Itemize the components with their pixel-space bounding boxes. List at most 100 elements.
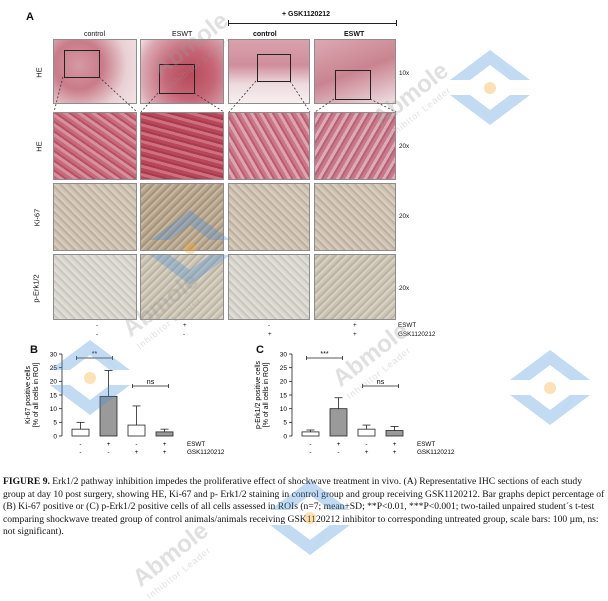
y-tick-label: 5 [53,420,57,427]
y-axis-label-unit: [% of all cells in ROI] [33,363,40,428]
y-tick-label: 30 [280,351,288,358]
gsk-mark: + [135,449,139,456]
caption-title: FIGURE 9. [3,476,50,487]
he-20x-eswt [140,112,224,180]
mark-gsk-1: - [96,331,99,338]
bar-eswt [99,395,118,437]
bar-gsk1120212 [127,424,146,437]
col-header-control-1: control [84,31,106,38]
mark-gsk-4: + [353,331,357,338]
y-axis-label: Ki-67 positive cells [25,366,32,424]
mark-eswt-1: - [96,322,99,329]
magnification-20x-ki67: 20x [399,213,410,220]
gsk-mark: - [107,449,109,456]
ki67-gsk-control [228,183,310,251]
caption-text: Erk1/2 pathway inhibition impedes the pr… [3,476,605,538]
col-header-control-2: control [253,31,277,38]
y-axis-label-unit: [% of all cells in ROI] [263,363,270,428]
zoom-connectors [53,76,397,113]
significance-label: ns [377,379,385,386]
magnification-10x: 10x [399,70,410,77]
y-tick-label: 25 [280,365,288,372]
eswt-mark: - [309,441,311,448]
gsk-row-label: GSK1120212 [187,449,225,456]
panel-c-label: C [256,344,264,356]
panel-a-label: A [26,11,34,23]
y-tick-label: 5 [283,420,287,427]
he-20x-gsk-eswt [314,112,396,180]
mark-gsk-3: + [268,331,272,338]
eswt-mark: + [163,441,167,448]
he-20x-control [53,112,137,180]
col-header-eswt-1: ESWT [172,31,193,38]
bar-eswt-gsk1120212 [385,430,404,437]
mark-eswt-4: + [353,322,357,329]
gsk-bracket-right-tick [396,20,397,26]
gsk-bracket-line [228,23,396,24]
y-tick-label: 20 [50,379,58,386]
bar-control [71,428,90,437]
ki67-control [53,183,137,251]
figure-caption: FIGURE 9. Erk1/2 pathway inhibition impe… [3,476,605,539]
ki67-eswt [140,183,224,251]
y-tick-label: 15 [50,392,58,399]
gsk-mark: + [163,449,167,456]
row-label-he-20x: HE [34,141,44,152]
roi-box [159,64,195,94]
gsk-mark: + [365,449,369,456]
he-10x-eswt [140,39,224,104]
ki67-gsk-eswt [314,183,396,251]
mark-gsk-2: - [183,331,186,338]
gsk-row-label: GSK1120212 [417,449,455,456]
eswt-mark: + [337,441,341,448]
bar-eswt-gsk1120212 [155,431,174,437]
gsk-mark: - [79,449,81,456]
magnification-20x-perk: 20x [399,285,410,292]
eswt-mark: - [135,441,137,448]
significance-label: ns [147,379,155,386]
bar-control [301,431,320,437]
gsk-mark: + [393,449,397,456]
row-label-ki67: Ki-67 [32,208,42,227]
eswt-row-label: ESWT [417,441,435,448]
mark-eswt-2: + [183,322,187,329]
roi-box [257,54,291,82]
y-tick-label: 10 [50,406,58,413]
eswt-row-label-a: ESWT [398,322,417,329]
bar-gsk1120212 [357,428,376,437]
y-tick-label: 15 [280,392,288,399]
he-10x-gsk-control [228,39,310,104]
chart-b-ki67: Ki-67 positive cells [% of all cells in R… [25,351,225,456]
roi-box [64,50,100,78]
significance-label: ** [92,351,98,358]
gsk-header: + GSK1120212 [282,11,331,18]
y-tick-label: 0 [283,433,287,440]
magnification-20x-he: 20x [399,143,410,150]
gsk-mark: - [309,449,311,456]
y-tick-label: 20 [280,379,288,386]
abmole-watermark-logo [500,340,600,440]
row-label-perk: p-Erk1/2 [31,274,41,303]
y-tick-label: 0 [53,433,57,440]
y-axis-label: p-Erk1/2 positive cells [255,360,262,429]
chart-c-perk: p-Erk1/2 positive cells [% of all cells i… [255,351,455,456]
y-tick-label: 30 [50,351,58,358]
bar-eswt [329,408,348,437]
gsk-mark: - [337,449,339,456]
y-tick-label: 25 [50,365,58,372]
eswt-mark: + [393,441,397,448]
y-tick-label: 10 [280,406,288,413]
he-20x-gsk-control [228,112,310,180]
eswt-mark: + [107,441,111,448]
perk-control [53,254,137,320]
perk-eswt [140,254,224,320]
eswt-mark: - [79,441,81,448]
roi-box [335,70,371,100]
mark-eswt-3: - [268,322,271,329]
significance-label: *** [320,351,328,358]
perk-gsk-control [228,254,310,320]
col-header-eswt-2: ESWT [344,31,365,38]
gsk-bracket-left-tick [228,20,229,26]
eswt-mark: - [365,441,367,448]
eswt-row-label: ESWT [187,441,205,448]
